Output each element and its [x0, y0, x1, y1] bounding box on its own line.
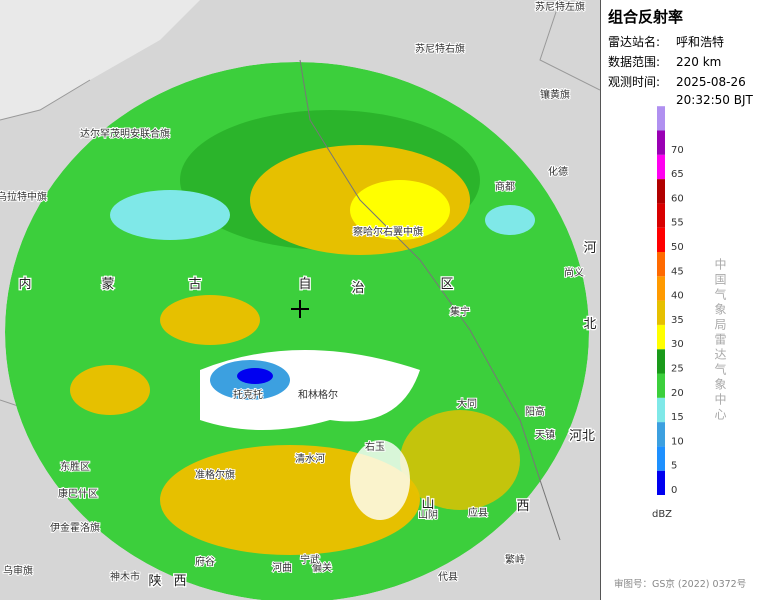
legend-label: 20: [671, 388, 684, 399]
province-label: 区: [440, 277, 453, 292]
legend-swatch: [657, 130, 665, 155]
legend-swatch-top: [657, 106, 665, 131]
place-label: 神木市: [110, 570, 140, 583]
info-label: 数据范围:: [608, 54, 660, 69]
info-value: 220 km: [676, 55, 721, 69]
place-label: 化德: [548, 165, 568, 178]
place-label: 乌拉特中旗: [0, 190, 47, 203]
info-value: 呼和浩特: [676, 34, 724, 49]
legend-label: 55: [671, 218, 684, 229]
legend-label: 35: [671, 315, 684, 326]
province-label: 蒙: [101, 277, 114, 292]
place-label: 察哈尔右翼中旗: [353, 225, 423, 238]
place-label: 右玉: [365, 440, 385, 453]
legend-swatch: [657, 154, 665, 180]
place-label: 应县: [468, 506, 488, 519]
province-label: 自: [298, 277, 311, 292]
place-label: 繁峙: [505, 553, 525, 566]
legend-swatch: [657, 373, 665, 398]
legend-label: 0: [671, 485, 677, 496]
province-label: 山: [421, 497, 434, 512]
place-label: 大同: [457, 397, 477, 410]
province-label: 北: [583, 317, 596, 332]
province-label: 治: [351, 281, 364, 296]
legend-label: 15: [671, 412, 684, 423]
legend-label: 65: [671, 169, 684, 180]
place-label: 康巴什区: [58, 487, 98, 500]
place-label: 天镇: [535, 428, 555, 441]
place-label: 偏关: [312, 561, 332, 574]
place-label: 乌审旗: [3, 564, 33, 577]
place-label: 商都: [495, 180, 515, 193]
legend-label: 5: [671, 461, 677, 472]
legend-label: 40: [671, 291, 684, 302]
province-label: 内: [18, 276, 31, 292]
legend-unit: dBZ: [652, 509, 672, 520]
province-label: 河: [583, 241, 596, 256]
place-label: 达尔罕茂明安联合旗: [80, 127, 170, 140]
place-label: 伊金霍洛旗: [50, 521, 100, 534]
province-label: 西: [516, 499, 529, 514]
legend-swatch: [657, 179, 665, 204]
place-label: 苏尼特左旗: [535, 0, 585, 13]
legend-swatch: [657, 397, 665, 423]
legend-label: 45: [671, 266, 684, 277]
place-label: 镶黄旗: [540, 88, 570, 101]
legend-swatch: [657, 276, 665, 301]
legend-label: 70: [671, 145, 684, 156]
place-label: 和林格尔: [298, 388, 338, 401]
legend-swatch: [657, 252, 665, 277]
province-label: 西: [173, 574, 186, 589]
legend-swatch: [657, 324, 665, 350]
legend-label: 10: [671, 436, 684, 447]
place-label: 清水河: [295, 452, 325, 465]
info-label: 雷达站名:: [608, 34, 660, 49]
place-label: 河曲: [272, 562, 292, 574]
agency-text: 中国气象局雷达气象中心: [713, 257, 727, 423]
legend-label: 60: [671, 193, 684, 204]
legend-label: 30: [671, 339, 684, 350]
place-label: 宁武: [300, 553, 320, 566]
info-value: 2025-08-26: [676, 75, 746, 89]
legend-swatch: [657, 203, 665, 228]
province-label: 古: [188, 277, 201, 292]
place-label: 阳高: [525, 405, 545, 418]
legend-swatch: [657, 227, 665, 252]
legend-swatch: [657, 446, 665, 471]
place-label: 代县: [438, 571, 458, 583]
legend-swatch: [657, 300, 665, 325]
place-label: 尚义: [564, 266, 584, 279]
legend-label: 25: [671, 364, 684, 375]
province-label: 河北: [569, 429, 595, 444]
legend-swatch: [657, 422, 665, 447]
place-label: 东胜区: [60, 460, 90, 473]
place-label: 集宁: [450, 305, 470, 318]
title: 组合反射率: [608, 8, 683, 26]
info-label: 观测时间:: [608, 75, 660, 89]
legend-swatch: [657, 470, 665, 495]
place-label: 托克托: [233, 388, 263, 401]
place-label: 准格尔旗: [195, 468, 235, 481]
legend-label: 50: [671, 242, 684, 253]
legend-swatch: [657, 349, 665, 374]
province-label: 陕: [148, 574, 161, 589]
place-label: 山阴: [418, 509, 438, 521]
place-label: 苏尼特右旗: [415, 42, 465, 55]
approval-number: 审图号：GS京 (2022) 0372号: [614, 578, 746, 590]
place-label: 府谷: [195, 555, 215, 568]
time-value: 20:32:50 BJT: [676, 93, 753, 107]
